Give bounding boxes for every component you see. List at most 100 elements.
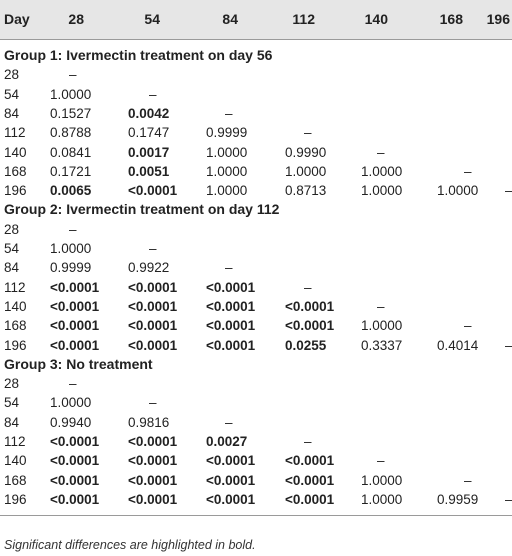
- diagonal-dash: –: [69, 221, 77, 237]
- bottom-rule: [0, 515, 512, 517]
- table-row: 140 <0.0001 <0.0001 <0.0001 <0.0001 –: [0, 451, 512, 470]
- table-header: Day 28 54 84 112 140 168 196: [0, 0, 512, 40]
- p-value-cell: 0.8788: [50, 125, 92, 141]
- row-day: 196: [4, 337, 27, 353]
- table-row: 28 –: [0, 220, 512, 239]
- p-value-cell: <0.0001: [128, 183, 178, 199]
- p-value-cell: <0.0001: [128, 491, 178, 507]
- table-row: 196 <0.0001 <0.0001 <0.0001 0.0255 0.3337 0.40…: [0, 336, 512, 355]
- diagonal-dash: –: [225, 260, 233, 276]
- header-day-168: 168: [439, 11, 463, 27]
- diagonal-dash: –: [225, 105, 233, 121]
- p-value-cell: <0.0001: [50, 472, 100, 488]
- table-row: 140 0.0841 0.0017 1.0000 0.9990 –: [0, 143, 512, 162]
- row-day: 84: [4, 414, 20, 430]
- row-day: 28: [4, 221, 20, 237]
- p-value-cell: <0.0001: [206, 337, 256, 353]
- row-day: 54: [4, 86, 20, 102]
- p-value-cell: <0.0001: [206, 453, 256, 469]
- p-value-cell: 1.0000: [50, 395, 92, 411]
- diagonal-dash: –: [149, 241, 157, 256]
- diagonal-dash: –: [69, 376, 77, 392]
- p-value-cell: 0.1747: [128, 125, 170, 141]
- diagonal-dash: –: [69, 67, 77, 83]
- p-value-cell: 0.9999: [206, 125, 248, 141]
- table-row: 196 0.0065 <0.0001 1.0000 0.8713 1.0000 1.0000…: [0, 181, 512, 200]
- p-value-cell: <0.0001: [50, 318, 100, 334]
- table-row: 84 0.1527 0.0042 –: [0, 104, 512, 123]
- p-value-cell: 0.9922: [128, 260, 170, 276]
- table-row: 168 0.1721 0.0051 1.0000 1.0000 1.0000 –: [0, 162, 512, 181]
- row-day: 168: [4, 318, 27, 334]
- row-day: 168: [4, 163, 27, 179]
- table-row: 168 <0.0001 <0.0001 <0.0001 <0.0001 1.0000 –: [0, 316, 512, 335]
- p-value-cell: <0.0001: [206, 279, 256, 295]
- p-value-cell: 0.9959: [437, 491, 479, 507]
- row-day: 54: [4, 241, 20, 256]
- diagonal-dash: –: [464, 318, 472, 334]
- p-value-cell: <0.0001: [285, 472, 335, 488]
- p-value-cell: <0.0001: [128, 434, 178, 449]
- p-value-cell: 1.0000: [361, 491, 403, 507]
- p-value-cell: 0.8713: [285, 183, 327, 199]
- table-row: 196 <0.0001 <0.0001 <0.0001 <0.0001 1.0000 0.9…: [0, 490, 512, 509]
- table-row: 140 <0.0001 <0.0001 <0.0001 <0.0001 –: [0, 297, 512, 316]
- p-value-cell: 1.0000: [206, 183, 248, 199]
- table-row: 112 <0.0001 <0.0001 0.0027 –: [0, 432, 512, 451]
- diagonal-dash: –: [149, 395, 157, 411]
- p-value-cell: 1.0000: [437, 183, 479, 199]
- row-day: 28: [4, 67, 20, 83]
- table-row: 84 0.9999 0.9922 –: [0, 258, 512, 277]
- row-day: 140: [4, 144, 27, 160]
- row-day: 28: [4, 376, 20, 392]
- p-value-cell: 0.9816: [128, 414, 170, 430]
- p-value-cell: 0.1527: [50, 105, 92, 121]
- group-heading: Group 1: Ivermectin treatment on day 56: [0, 46, 512, 65]
- diagonal-dash: –: [225, 414, 233, 430]
- p-value-cell: <0.0001: [128, 279, 178, 295]
- p-value-cell: 0.0027: [206, 434, 248, 449]
- group-heading: Group 2: Ivermectin treatment on day 112: [0, 200, 512, 219]
- p-value-cell: 1.0000: [361, 472, 403, 488]
- header-day-54: 54: [144, 11, 160, 27]
- p-value-cell: 0.0042: [128, 105, 170, 121]
- row-day: 112: [4, 434, 26, 449]
- row-day: 84: [4, 260, 20, 276]
- p-value-cell: <0.0001: [128, 318, 178, 334]
- p-value-cell: <0.0001: [206, 318, 256, 334]
- row-day: 196: [4, 491, 27, 507]
- diagonal-dash: –: [505, 491, 512, 507]
- p-value-cell: 0.1721: [50, 163, 92, 179]
- p-value-cell: 0.0255: [285, 337, 327, 353]
- p-value-cell: 1.0000: [206, 163, 248, 179]
- table-row: 84 0.9940 0.9816 –: [0, 413, 512, 432]
- p-value-cell: 0.0841: [50, 144, 92, 160]
- diagonal-dash: –: [304, 125, 312, 141]
- group-title: Group 1: Ivermectin treatment on day 56: [4, 47, 273, 63]
- p-value-cell: <0.0001: [285, 491, 335, 507]
- p-value-cell: <0.0001: [206, 472, 256, 488]
- diagonal-dash: –: [149, 86, 157, 102]
- row-day: 112: [4, 279, 26, 295]
- table-row: 112 <0.0001 <0.0001 <0.0001 –: [0, 278, 512, 297]
- p-value-cell: 0.0017: [128, 144, 170, 160]
- row-day: 54: [4, 395, 20, 411]
- header-day: Day: [4, 11, 30, 27]
- table-row: 54 1.0000 –: [0, 239, 512, 258]
- group-heading: Group 3: No treatment: [0, 355, 512, 374]
- p-value-cell: <0.0001: [50, 337, 100, 353]
- p-value-cell: 0.9999: [50, 260, 92, 276]
- p-value-cell: <0.0001: [128, 298, 178, 314]
- p-value-cell: 1.0000: [50, 86, 92, 102]
- p-value-cell: <0.0001: [50, 298, 100, 314]
- p-value-cell: <0.0001: [285, 298, 335, 314]
- diagonal-dash: –: [304, 434, 312, 449]
- p-value-cell: 0.9990: [285, 144, 327, 160]
- table-row: 112 0.8788 0.1747 0.9999 –: [0, 123, 512, 142]
- table-row: 54 1.0000 –: [0, 85, 512, 104]
- row-day: 112: [4, 125, 26, 141]
- row-day: 140: [4, 453, 27, 469]
- p-value-cell: <0.0001: [128, 472, 178, 488]
- p-value-cell: 1.0000: [361, 183, 403, 199]
